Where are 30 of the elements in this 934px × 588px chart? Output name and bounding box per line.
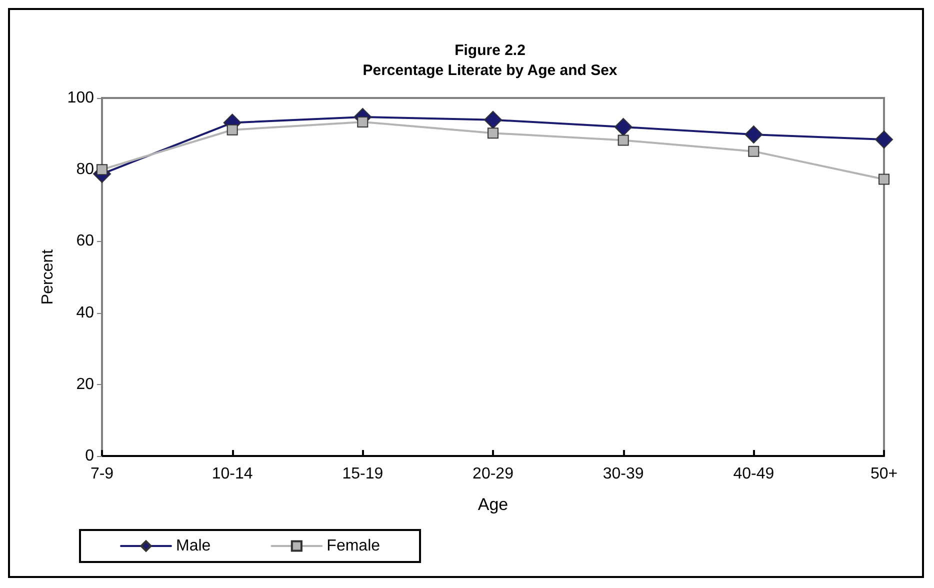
- legend-label: Male: [176, 538, 211, 554]
- x-tick-label: 40-49: [733, 466, 774, 482]
- x-tick-label: 50+: [870, 466, 898, 482]
- point: [744, 126, 763, 144]
- y-tick-label: 60: [76, 232, 94, 250]
- point: [614, 118, 632, 136]
- y-tick-label: 100: [67, 90, 94, 106]
- point: [226, 124, 238, 136]
- point: [96, 164, 108, 176]
- x-tick-label: 10-14: [212, 466, 253, 482]
- legend-label: Female: [326, 538, 380, 554]
- chart-title: Figure 2.2: [454, 42, 526, 59]
- point: [878, 174, 890, 185]
- y-tick-label: 20: [76, 376, 94, 393]
- x-axis-title: Age: [478, 495, 508, 514]
- point: [875, 130, 893, 149]
- x-tick-label: 7-9: [90, 466, 114, 482]
- point: [748, 146, 760, 157]
- point: [357, 116, 368, 128]
- x-tick-label: 20-29: [472, 466, 514, 482]
- y-axis-title: Percent: [40, 248, 56, 305]
- point: [618, 134, 629, 146]
- chart-subtitle: Percentage Literate by Age and Sex: [362, 62, 618, 79]
- point: [488, 128, 498, 139]
- y-tick-label: 0: [85, 448, 94, 464]
- y-tick-label: 40: [76, 304, 94, 322]
- point: [484, 110, 502, 129]
- x-tick-label: 30-39: [602, 466, 644, 482]
- x-tick-label: 15-19: [342, 466, 384, 482]
- y-tick-label: 80: [76, 161, 94, 178]
